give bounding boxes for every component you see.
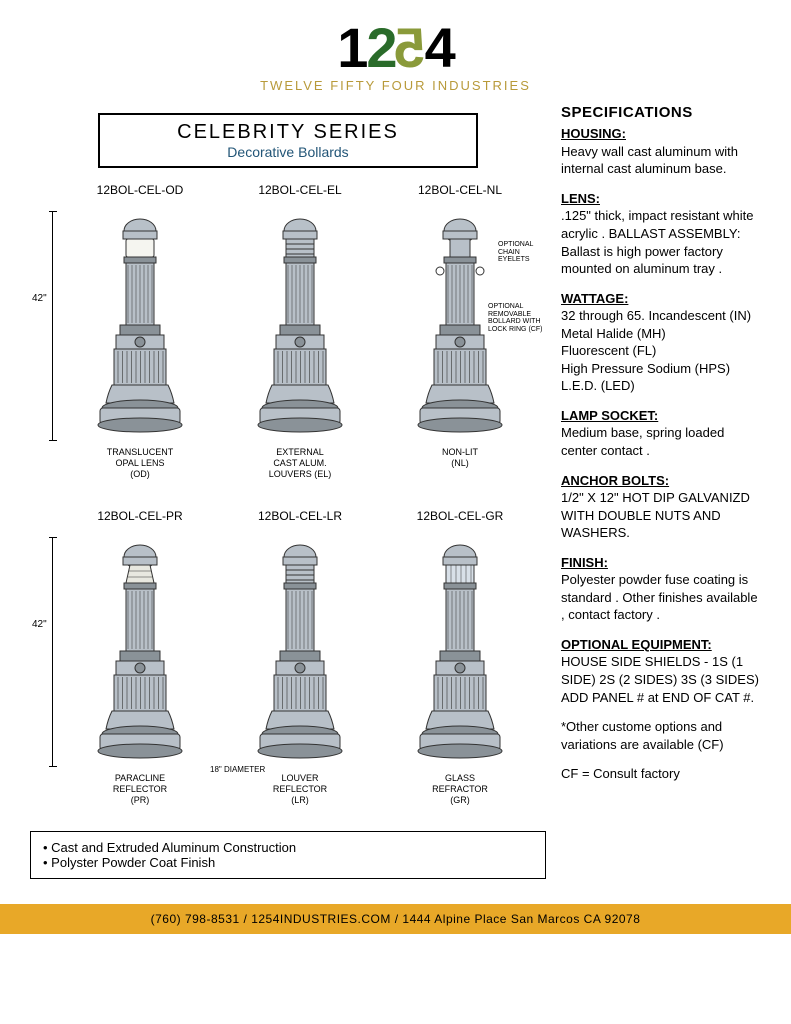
bollard-item: 12BOL-CEL-LR LOUVERREFLECTOR(LR) <box>220 509 380 805</box>
bollard-illustration <box>380 529 540 769</box>
bollard-caption: NON-LIT(NL) <box>380 447 540 469</box>
feature-item: • Polyster Powder Coat Finish <box>43 855 533 870</box>
footer-bar: (760) 798-8531 / 1254INDUSTRIES.COM / 14… <box>0 904 791 934</box>
bollard-item: 12BOL-CEL-GR GLASSREFRACTOR(GR) <box>380 509 540 805</box>
series-subtitle: Decorative Bollards <box>140 144 436 160</box>
bollard-illustration <box>60 529 220 769</box>
specs-heading: SPECIFICATIONS <box>561 103 761 123</box>
logo: 1254 TWELVE FIFTY FOUR INDUSTRIES <box>30 20 761 93</box>
spec-heading: WATTAGE: <box>561 290 761 308</box>
annotation-removable: OPTIONAL REMOVABLE BOLLARD WITH LOCK RIN… <box>488 303 548 334</box>
spec-note-2: CF = Consult factory <box>561 765 761 783</box>
model-number: 12BOL-CEL-NL <box>380 183 540 197</box>
bollard-caption: PARACLINEREFLECTOR(PR) <box>60 773 220 805</box>
spec-body: HOUSE SIDE SHIELDS - 1S (1 SIDE) 2S (2 S… <box>561 653 761 706</box>
series-title-box: CELEBRITY SERIES Decorative Bollards <box>98 113 478 168</box>
spec-body: Heavy wall cast aluminum with internal c… <box>561 143 761 178</box>
spec-section: LAMP SOCKET:Medium base, spring loaded c… <box>561 407 761 460</box>
spec-section: OPTIONAL EQUIPMENT:HOUSE SIDE SHIELDS - … <box>561 636 761 706</box>
footer-web: 1254INDUSTRIES.COM <box>251 912 391 926</box>
model-number: 12BOL-CEL-LR <box>220 509 380 523</box>
spec-heading: OPTIONAL EQUIPMENT: <box>561 636 761 654</box>
spec-body: 32 through 65. Incandescent (IN) Metal H… <box>561 307 761 395</box>
spec-note-1: *Other custome options and variations ar… <box>561 718 761 753</box>
diameter-label: 18" DIAMETER <box>210 765 265 774</box>
feature-item: • Cast and Extruded Aluminum Constructio… <box>43 840 533 855</box>
annotation-eyelets: OPTIONAL CHAIN EYELETS <box>498 241 548 264</box>
height-label-2: 42" <box>32 619 47 630</box>
model-number: 12BOL-CEL-GR <box>380 509 540 523</box>
bollard-item: 12BOL-CEL-NL OPTIONAL CHAIN EYELETS OPTI… <box>380 183 540 479</box>
bollard-illustration <box>60 203 220 443</box>
spec-body: .125" thick, impact resistant white acry… <box>561 207 761 277</box>
bollard-illustration <box>220 529 380 769</box>
spec-section: ANCHOR BOLTS:1/2" X 12" HOT DIP GALVANIZ… <box>561 472 761 542</box>
bollard-item: 12BOL-CEL-PR PARACLINEREFLECTOR(PR) <box>60 509 220 805</box>
logo-digits: 1254 <box>30 20 761 76</box>
bollard-caption: LOUVERREFLECTOR(LR) <box>220 773 380 805</box>
spec-body: 1/2" X 12" HOT DIP GALVANIZD WITH DOUBLE… <box>561 489 761 542</box>
spec-section: FINISH:Polyester powder fuse coating is … <box>561 554 761 624</box>
spec-section: WATTAGE:32 through 65. Incandescent (IN)… <box>561 290 761 395</box>
model-number: 12BOL-CEL-PR <box>60 509 220 523</box>
spec-heading: ANCHOR BOLTS: <box>561 472 761 490</box>
spec-body: Polyester powder fuse coating is standar… <box>561 571 761 624</box>
height-dimension-line <box>52 211 53 441</box>
spec-section: LENS:.125" thick, impact resistant white… <box>561 190 761 278</box>
bollard-caption: EXTERNALCAST ALUM.LOUVERS (EL) <box>220 447 380 479</box>
bollard-caption: GLASSREFRACTOR(GR) <box>380 773 540 805</box>
bollard-item: 12BOL-CEL-OD TRANSLUCENTOPAL LENS(OD) <box>60 183 220 479</box>
spec-heading: HOUSING: <box>561 125 761 143</box>
series-title: CELEBRITY SERIES <box>140 121 436 144</box>
height-dimension-line-2 <box>52 537 53 767</box>
spec-heading: LENS: <box>561 190 761 208</box>
footer-address: 1444 Alpine Place San Marcos CA 92078 <box>402 912 640 926</box>
model-number: 12BOL-CEL-OD <box>60 183 220 197</box>
model-number: 12BOL-CEL-EL <box>220 183 380 197</box>
bollard-illustration <box>220 203 380 443</box>
spec-body: Medium base, spring loaded center contac… <box>561 424 761 459</box>
bollard-item: 12BOL-CEL-EL EXTERNALCAST ALUM.LOUVERS (… <box>220 183 380 479</box>
logo-subtitle: TWELVE FIFTY FOUR INDUSTRIES <box>30 78 761 93</box>
height-label: 42" <box>32 293 47 304</box>
spec-section: HOUSING:Heavy wall cast aluminum with in… <box>561 125 761 178</box>
spec-heading: LAMP SOCKET: <box>561 407 761 425</box>
spec-heading: FINISH: <box>561 554 761 572</box>
footer-phone: (760) 798-8531 <box>151 912 240 926</box>
bollard-caption: TRANSLUCENTOPAL LENS(OD) <box>60 447 220 479</box>
features-box: • Cast and Extruded Aluminum Constructio… <box>30 831 546 879</box>
